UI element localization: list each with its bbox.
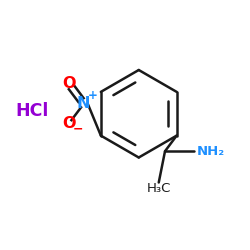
- Text: O: O: [62, 76, 76, 91]
- Text: −: −: [72, 123, 83, 136]
- Text: N: N: [77, 96, 90, 111]
- Text: +: +: [88, 89, 98, 102]
- Text: O: O: [62, 116, 76, 131]
- Text: HCl: HCl: [16, 102, 49, 120]
- Text: NH₂: NH₂: [196, 145, 224, 158]
- Text: H₃C: H₃C: [146, 182, 171, 196]
